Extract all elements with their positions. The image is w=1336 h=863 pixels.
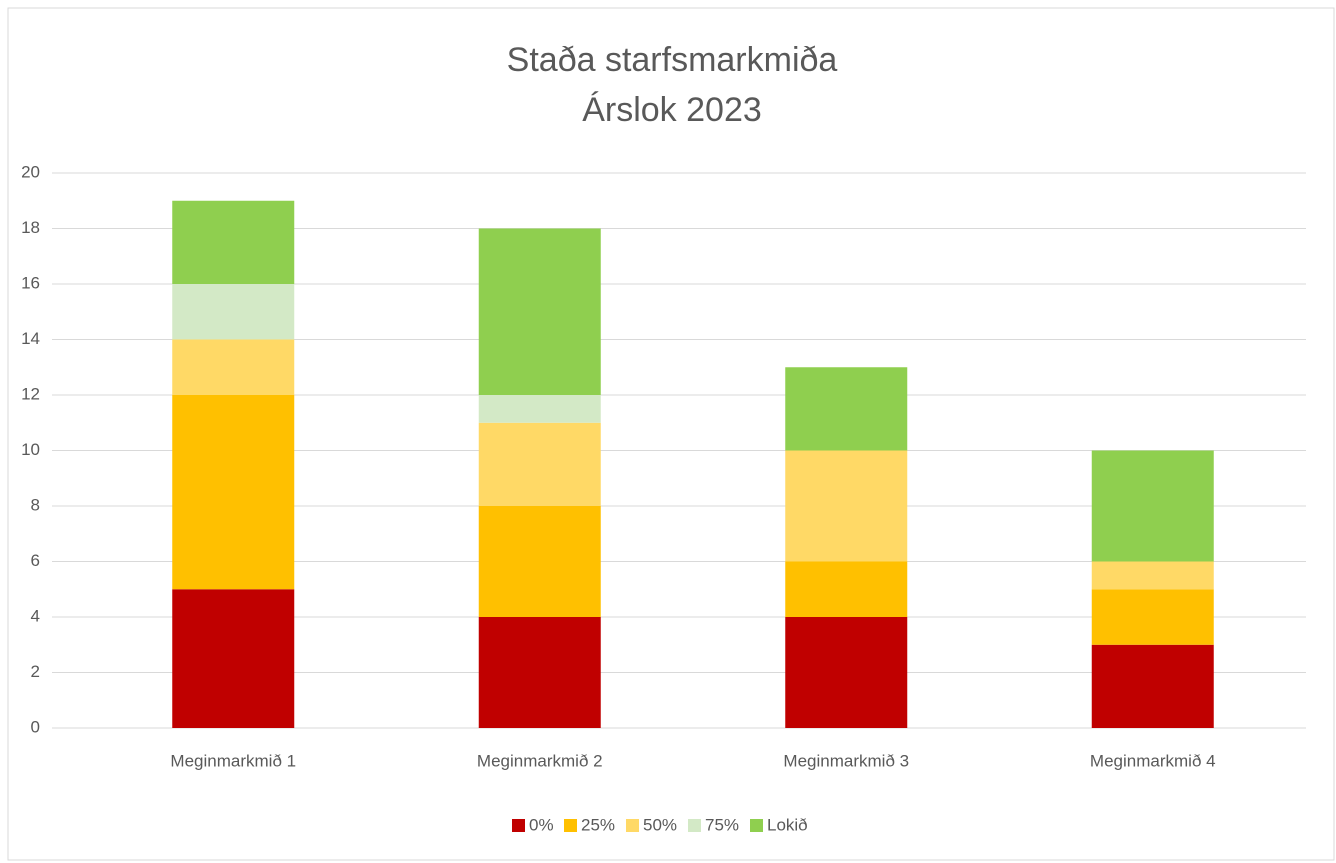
y-tick-label: 2 [31, 662, 40, 681]
bar-segment [478, 617, 601, 728]
bar-segment [172, 200, 295, 284]
bar-segment [1091, 450, 1214, 562]
bar-segment [172, 589, 295, 728]
bar-segment [172, 395, 295, 590]
x-tick-label: Meginmarkmið 4 [1090, 751, 1216, 770]
bar-segment [785, 367, 908, 451]
bar-segment [478, 422, 601, 506]
bar-segment [785, 561, 908, 617]
y-tick-label: 14 [21, 329, 40, 348]
y-tick-label: 0 [31, 717, 40, 736]
bar-segment [478, 228, 601, 395]
legend-label: Lokið [767, 815, 808, 834]
legend-swatch [564, 819, 577, 832]
x-tick-label: Meginmarkmið 2 [477, 751, 603, 770]
bar-segment [785, 617, 908, 728]
legend-swatch [688, 819, 701, 832]
bar-segment [478, 395, 601, 423]
legend-swatch [512, 819, 525, 832]
legend-swatch [626, 819, 639, 832]
y-tick-label: 18 [21, 218, 40, 237]
y-tick-label: 6 [31, 551, 40, 570]
legend-label: 25% [581, 815, 615, 834]
legend-label: 50% [643, 815, 677, 834]
bar-segment [1091, 589, 1214, 645]
y-tick-label: 4 [31, 606, 40, 625]
bar-segment [1091, 644, 1214, 728]
bar-segment [478, 506, 601, 617]
chart-title: Staða starfsmarkmiða [507, 41, 838, 79]
bar-segment [785, 450, 908, 562]
y-tick-label: 8 [31, 495, 40, 514]
x-tick-label: Meginmarkmið 3 [783, 751, 909, 770]
legend-label: 75% [705, 815, 739, 834]
bar-segment [172, 339, 295, 395]
y-tick-label: 16 [21, 273, 40, 292]
y-tick-label: 12 [21, 384, 40, 403]
bar-segment [1091, 561, 1214, 590]
legend-label: 0% [529, 815, 554, 834]
y-tick-label: 10 [21, 440, 40, 459]
y-tick-label: 20 [21, 162, 40, 181]
legend-swatch [750, 819, 763, 832]
bar-segment [172, 284, 295, 340]
chart-subtitle: Árslok 2023 [582, 91, 762, 129]
x-tick-label: Meginmarkmið 1 [170, 751, 296, 770]
